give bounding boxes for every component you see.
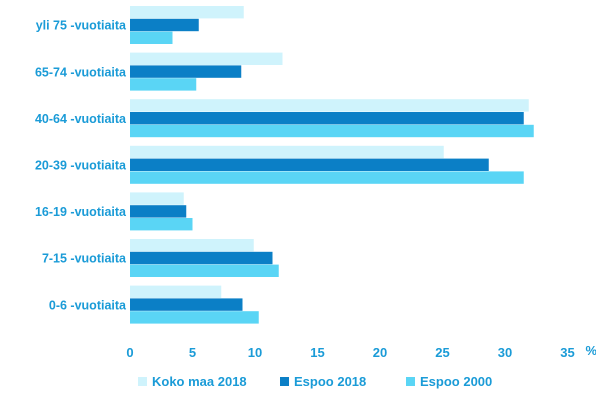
bar-espoo-2018 bbox=[130, 298, 243, 311]
x-tick-label: 5 bbox=[189, 345, 196, 360]
legend-swatch bbox=[406, 377, 415, 386]
legend-swatch bbox=[138, 377, 147, 386]
x-tick-label: 25 bbox=[435, 345, 449, 360]
bar-espoo-2018 bbox=[130, 205, 187, 218]
bar-koko-maa-2018 bbox=[130, 285, 222, 298]
bar-koko-maa-2018 bbox=[130, 99, 529, 112]
bar-espoo-2018 bbox=[130, 112, 524, 125]
bar-koko-maa-2018 bbox=[130, 6, 244, 19]
bar-koko-maa-2018 bbox=[130, 52, 283, 65]
x-tick-label: 10 bbox=[248, 345, 262, 360]
category-label: 16-19 -vuotiaita bbox=[35, 205, 127, 219]
legend-label: Koko maa 2018 bbox=[152, 374, 247, 389]
x-tick-label: 20 bbox=[373, 345, 387, 360]
legend-label: Espoo 2018 bbox=[294, 374, 366, 389]
bar-espoo-2000 bbox=[130, 124, 534, 138]
x-tick-label: 0 bbox=[126, 345, 133, 360]
bar-espoo-2018 bbox=[130, 65, 242, 78]
bar-espoo-2000 bbox=[130, 171, 524, 184]
bar-koko-maa-2018 bbox=[130, 145, 444, 159]
x-tick-label: 15 bbox=[310, 345, 324, 360]
category-label: 65-74 -vuotiaita bbox=[35, 65, 127, 79]
x-tick-label: 35 bbox=[560, 345, 574, 360]
bar-espoo-2000 bbox=[130, 218, 193, 231]
legend-label: Espoo 2000 bbox=[420, 374, 492, 389]
bar-espoo-2000 bbox=[130, 78, 197, 91]
bar-espoo-2000 bbox=[130, 31, 173, 44]
category-label: 20-39 -vuotiaita bbox=[35, 159, 127, 173]
x-axis-unit: % bbox=[586, 343, 596, 358]
category-label: yli 75 -vuotiaita bbox=[36, 19, 127, 33]
bars bbox=[130, 6, 534, 324]
bar-espoo-2000 bbox=[130, 311, 259, 324]
bar-espoo-2018 bbox=[130, 251, 273, 265]
bar-espoo-2000 bbox=[130, 264, 279, 277]
category-labels: yli 75 -vuotiaita 65-74 -vuotiaita 40-64 -… bbox=[35, 19, 127, 313]
bar-espoo-2018 bbox=[130, 158, 489, 171]
category-label: 40-64 -vuotiaita bbox=[35, 112, 127, 126]
x-axis-ticks: 0 5 10 15 20 25 30 35 bbox=[126, 345, 574, 360]
legend: Koko maa 2018 Espoo 2018 Espoo 2000 bbox=[138, 374, 492, 389]
legend-swatch bbox=[280, 377, 289, 386]
category-label: 0-6 -vuotiaita bbox=[49, 298, 127, 312]
x-tick-label: 30 bbox=[498, 345, 512, 360]
bar-koko-maa-2018 bbox=[130, 239, 254, 252]
category-label: 7-15 -vuotiaita bbox=[42, 252, 127, 266]
bar-espoo-2018 bbox=[130, 18, 199, 32]
bar-koko-maa-2018 bbox=[130, 192, 184, 205]
